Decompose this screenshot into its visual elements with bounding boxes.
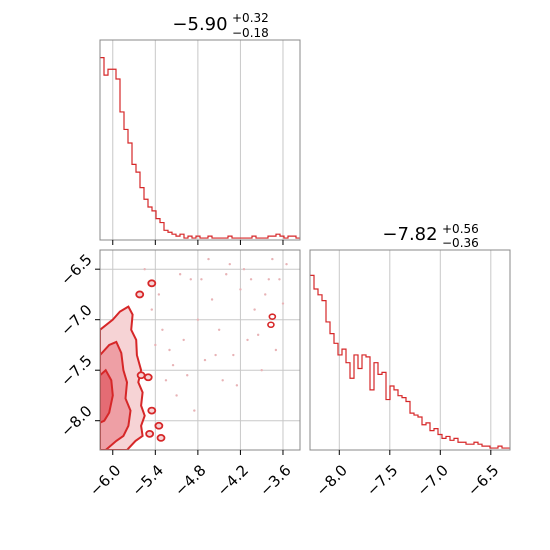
frame-top (99, 39, 301, 241)
sample-point (267, 278, 270, 281)
sample-point (214, 353, 217, 357)
contour-island (136, 371, 146, 380)
x-tick-label: −7.0 (414, 461, 452, 499)
sample-point (164, 379, 168, 382)
sample-point (150, 308, 153, 311)
x-tick-label: −5.4 (129, 461, 167, 499)
title-param1-median: −5.90 (172, 14, 227, 35)
x-tick-label: −6.0 (86, 461, 124, 499)
sample-point (278, 278, 281, 281)
x-tick-label: −3.6 (256, 461, 294, 499)
title-param1-minus: −0.18 (232, 26, 269, 40)
y-tick-label: −7.5 (57, 351, 95, 389)
sample-point (260, 369, 263, 372)
sample-point (196, 318, 200, 321)
title-param1-plus: +0.32 (232, 11, 269, 25)
x-tick-label: −6.5 (464, 461, 502, 499)
sample-point (203, 358, 207, 362)
sample-point (232, 353, 235, 357)
x-ticks-contour: −6.0 −5.4 −4.8 −4.2 −3.6 (86, 450, 295, 500)
histogram-right-panel: −8.0 −7.5 −7.0 −6.5 −7.82 +0.56 −0.36 (309, 222, 511, 500)
sample-point (207, 257, 210, 261)
sample-point (246, 338, 249, 342)
sample-point (225, 273, 228, 276)
contour-island (143, 373, 153, 382)
sample-point (143, 267, 146, 271)
frame-right (309, 249, 511, 451)
sample-point (178, 273, 182, 276)
sample-point (239, 288, 242, 291)
title-param2-plus: +0.56 (442, 222, 479, 236)
contour-island (156, 433, 166, 442)
contour-islands (135, 279, 166, 442)
sample-point (182, 338, 185, 342)
sample-point (242, 267, 246, 271)
sample-point (281, 302, 285, 305)
sample-point (157, 293, 161, 296)
histogram-param1 (100, 57, 300, 239)
y-ticks-contour: −6.5 −7.0 −7.5 −8.0 (57, 250, 100, 440)
y-tick-label: −6.5 (57, 250, 95, 288)
sample-point (186, 374, 189, 377)
sample-point (271, 257, 274, 261)
sample-point (235, 384, 239, 387)
sample-point (175, 394, 178, 397)
x-tick-label: −8.0 (313, 461, 351, 499)
contour-inner (100, 368, 114, 424)
contour-panel: −6.0 −5.4 −4.8 −4.2 −3.6 −6.5 −7.0 −7.5 −8.0 (57, 249, 301, 500)
x-tick-label: −4.2 (214, 461, 252, 499)
sample-point (256, 333, 260, 337)
contour-island (147, 406, 157, 415)
sample-point (285, 262, 288, 266)
title-param2-minus: −0.36 (442, 236, 479, 250)
sample-point (171, 363, 175, 367)
contour-outlier (268, 313, 277, 320)
sample-point (200, 278, 203, 281)
sample-point (221, 379, 224, 382)
contour-island (135, 290, 145, 299)
sample-point (154, 343, 157, 347)
histogram-top-panel: −5.90 +0.32 −0.18 (99, 11, 301, 245)
y-tick-label: −8.0 (57, 402, 95, 440)
grid-right (338, 250, 492, 450)
sample-point (189, 278, 192, 281)
title-param1: −5.90 (172, 14, 227, 35)
scatter-points (143, 257, 288, 412)
sample-point (228, 262, 231, 266)
x-tick-label: −7.5 (363, 461, 401, 499)
sample-point (193, 409, 196, 412)
sample-point (217, 328, 221, 331)
sample-point (161, 328, 164, 331)
contour-mid (100, 340, 132, 450)
frame-contour (99, 249, 301, 451)
contour-outlier (267, 321, 275, 329)
x-tick-label: −4.8 (171, 461, 209, 499)
contour-island (147, 279, 157, 288)
sample-point (274, 348, 278, 352)
sample-point (210, 298, 214, 301)
title-param2-median: −7.82 (382, 224, 437, 245)
grid-top (112, 40, 284, 240)
contour-outliers (267, 313, 277, 329)
title-param2: −7.82 (382, 224, 437, 245)
sample-point (253, 308, 256, 311)
contour-island (154, 421, 164, 430)
sample-point (168, 348, 171, 352)
histogram-param2 (310, 274, 510, 449)
sample-point (264, 293, 267, 296)
ticks-right: −8.0 −7.5 −7.0 −6.5 (313, 450, 503, 500)
y-tick-label: −7.0 (57, 301, 95, 339)
contour-island (145, 429, 155, 438)
sample-point (249, 278, 253, 281)
ticks-top (112, 240, 284, 245)
